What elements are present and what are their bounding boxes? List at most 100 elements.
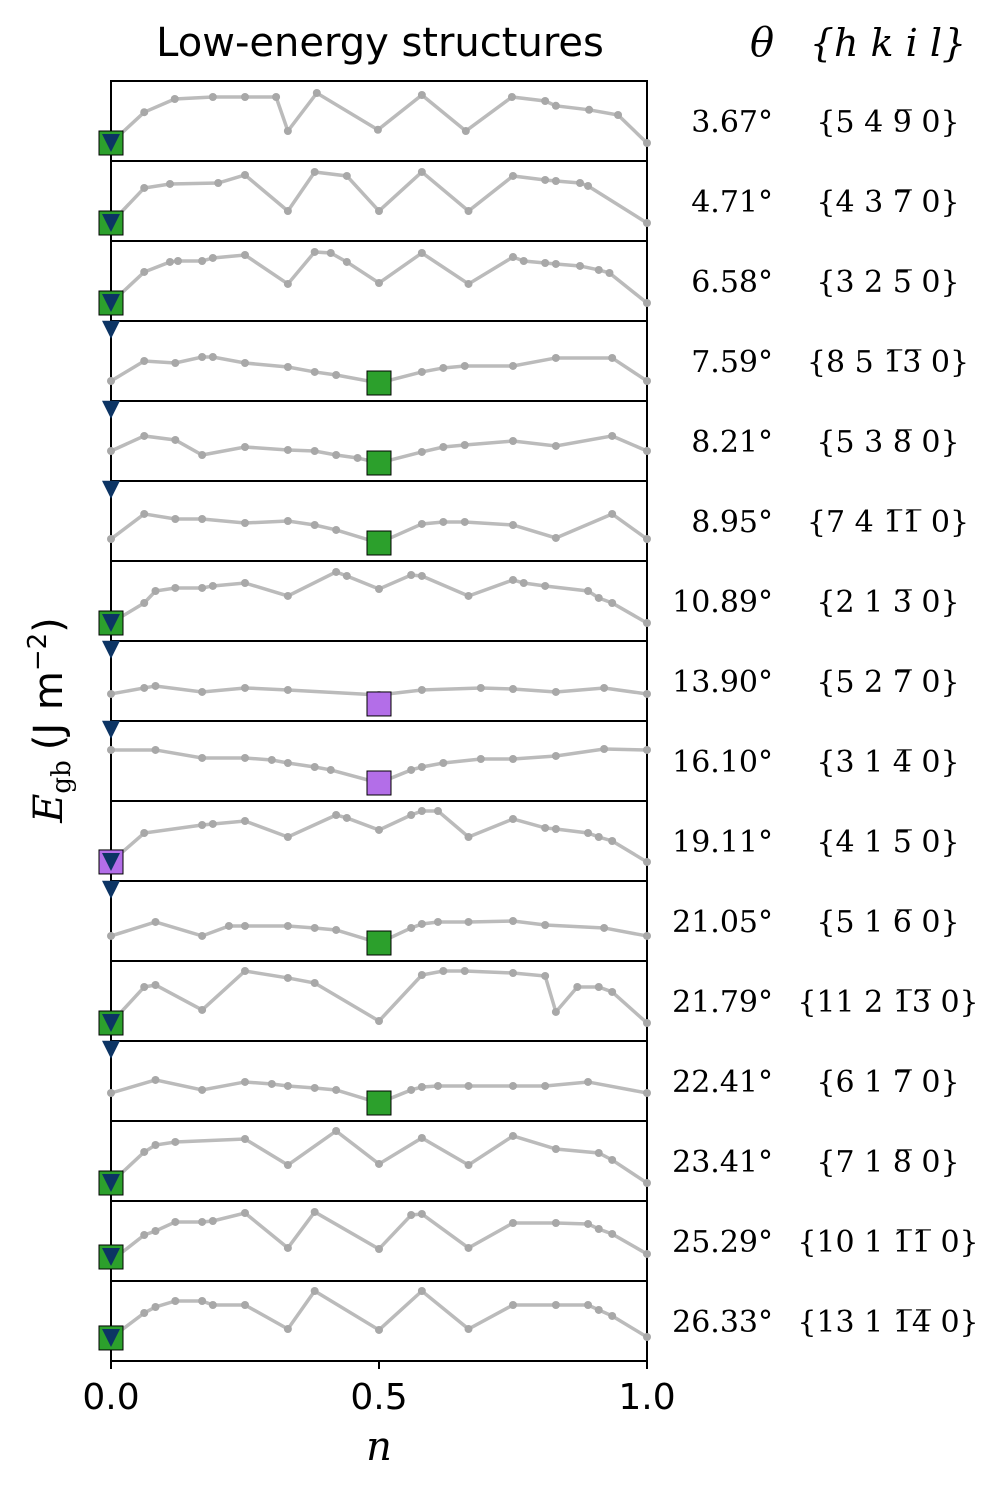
energy-point [165, 257, 174, 266]
energy-point [417, 685, 426, 694]
energy-point [140, 1309, 149, 1317]
energy-line [109, 511, 649, 545]
energy-point [594, 1225, 603, 1233]
energy-point [614, 111, 623, 119]
energy-point [310, 979, 319, 987]
min-triangle [102, 134, 120, 152]
energy-point [576, 261, 584, 270]
energy-point [551, 1145, 560, 1153]
theta-label: 7.59° [691, 345, 773, 380]
energy-point [171, 1137, 180, 1146]
energy-point [283, 517, 292, 525]
energy-point [107, 689, 115, 698]
energy-point [174, 257, 182, 265]
energy-point [208, 1301, 217, 1309]
energy-point [151, 981, 160, 989]
energy-point [509, 1131, 517, 1140]
energy-point [551, 353, 560, 362]
energy-point [464, 279, 473, 288]
energy-point [551, 825, 560, 833]
energy-point [310, 923, 319, 932]
energy-point [594, 1149, 603, 1157]
energy-point [417, 1287, 426, 1295]
energy-point [241, 753, 249, 762]
panel-frame [110, 1200, 648, 1282]
energy-point [353, 453, 362, 462]
min-square [366, 1090, 392, 1116]
min-square [366, 450, 392, 476]
energy-point [417, 1209, 426, 1218]
energy-point [433, 1081, 442, 1090]
energy-line [110, 570, 648, 625]
energy-point [464, 207, 473, 215]
min-triangle [102, 480, 120, 499]
min-triangle [102, 1174, 120, 1192]
energy-line [109, 1209, 648, 1263]
energy-point [208, 93, 217, 101]
theta-label: 8.21° [691, 425, 773, 460]
energy-point [643, 377, 651, 385]
energy-point [594, 983, 603, 991]
theta-label: 26.33° [672, 1305, 773, 1340]
energy-point [198, 257, 207, 265]
energy-point [643, 745, 651, 754]
energy-point [643, 857, 651, 866]
energy-point [594, 1305, 603, 1314]
energy-point [332, 451, 341, 459]
energy-point [198, 687, 207, 696]
energy-point [332, 811, 341, 819]
energy-point [171, 583, 180, 592]
energy-point [375, 585, 383, 593]
energy-point [643, 299, 651, 307]
energy-point [551, 1301, 560, 1309]
energy-point [198, 515, 207, 523]
min-square [366, 930, 392, 956]
energy-point [509, 917, 517, 925]
energy-point [140, 983, 149, 991]
energy-point [107, 377, 115, 385]
energy-point [541, 921, 550, 929]
energy-point [283, 207, 292, 215]
energy-point [241, 1077, 249, 1086]
energy-point [407, 1211, 416, 1219]
energy-point [643, 139, 651, 147]
energy-point [407, 811, 416, 819]
energy-point [594, 833, 603, 841]
energy-point [594, 265, 603, 274]
min-triangle [102, 640, 120, 659]
plane-label: {3 2 5̅ 0} [816, 265, 959, 300]
min-triangle [102, 880, 120, 899]
plane-label: {4 3 7̅ 0} [816, 185, 959, 220]
theta-label: 21.79° [672, 985, 773, 1020]
energy-point [541, 971, 550, 980]
min-square [366, 370, 392, 396]
energy-point [140, 431, 149, 440]
energy-point [643, 1089, 651, 1097]
energy-point [433, 807, 442, 815]
energy-point [151, 917, 160, 926]
energy-point [310, 763, 319, 771]
energy-line [109, 809, 648, 864]
panel-frame [110, 560, 648, 642]
energy-point [140, 183, 149, 192]
energy-point [605, 269, 614, 277]
energy-point [198, 821, 207, 829]
energy-point [643, 1333, 651, 1341]
plane-label: {2 1 3̅ 0} [816, 585, 959, 620]
energy-point [584, 1077, 593, 1086]
energy-point [283, 1243, 292, 1252]
min-square [366, 770, 392, 796]
min-triangle [102, 614, 120, 632]
energy-point [417, 367, 426, 376]
energy-point [375, 1245, 383, 1253]
theta-label: 23.41° [672, 1145, 773, 1180]
energy-point [584, 1301, 593, 1309]
energy-point [460, 441, 469, 449]
energy-point [464, 591, 473, 600]
energy-point [509, 575, 517, 584]
energy-point [332, 525, 341, 534]
x-tick-label: 0.0 [82, 1377, 139, 1418]
energy-point [509, 437, 517, 445]
energy-point [241, 251, 249, 259]
energy-point [509, 1301, 517, 1309]
